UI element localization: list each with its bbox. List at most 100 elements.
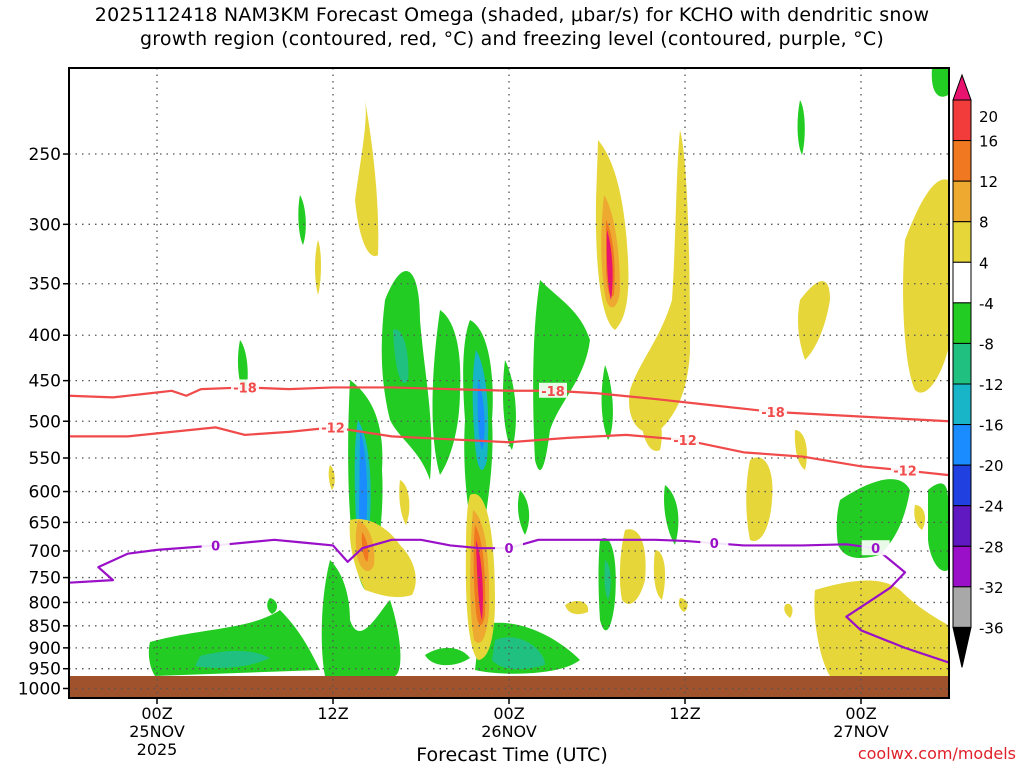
isotherm-line bbox=[69, 426, 950, 477]
y-tick-label: 450 bbox=[29, 372, 61, 392]
omega-sinking-small-a bbox=[565, 600, 589, 615]
y-tick-label: 350 bbox=[29, 275, 61, 295]
colorbar-label: -24 bbox=[979, 498, 1004, 516]
omega-rising-mid-left bbox=[321, 560, 401, 676]
isotherm-label-bg bbox=[671, 432, 699, 448]
colorbar-segment bbox=[952, 505, 972, 547]
omega-sinking-lower-right-2 bbox=[914, 505, 926, 530]
omega-rising-tower-h-core bbox=[604, 560, 611, 600]
y-tick-label: 950 bbox=[29, 660, 61, 680]
isotherm-label-bg bbox=[201, 537, 230, 553]
chart-title-line1: 2025112418 NAM3KM Forecast Omega (shaded… bbox=[94, 4, 930, 26]
y-tick-label: 700 bbox=[29, 542, 61, 562]
colorbar-segment bbox=[952, 424, 972, 466]
omega-sinking-upper-right bbox=[629, 130, 690, 433]
isotherm-label-bg bbox=[319, 419, 347, 435]
omega-rising-low-left-core bbox=[195, 650, 270, 668]
omega-rising-tower-b-core bbox=[393, 329, 409, 383]
isotherm-label-bg bbox=[231, 379, 259, 395]
colorbar-segment bbox=[952, 545, 972, 588]
omega-sinking-core-1-20 bbox=[476, 540, 483, 620]
isotherm-label-bg bbox=[891, 462, 919, 478]
isotherm-label: 0 bbox=[211, 539, 220, 554]
y-tick-label: 250 bbox=[29, 145, 61, 165]
colorbar-top-arrow bbox=[952, 73, 972, 101]
omega-rising-tower-e bbox=[502, 360, 516, 450]
y-tick-label: 900 bbox=[29, 639, 61, 659]
omega-sinking-mid-2 bbox=[399, 480, 410, 525]
colorbar-label: 4 bbox=[979, 254, 989, 272]
isotherm-label-bg bbox=[759, 403, 787, 419]
omega-rising-small-2 bbox=[298, 195, 306, 245]
omega-rising-low-left bbox=[148, 610, 320, 676]
colorbar-segment bbox=[952, 140, 972, 182]
colorbar-bottom-arrow bbox=[952, 626, 972, 668]
omega-sinking-peak-2-20 bbox=[606, 230, 613, 300]
credit-text: coolwx.com/models bbox=[857, 744, 1016, 763]
x-tick-date: 27NOV bbox=[833, 722, 889, 741]
x-tick-label: 00Z bbox=[141, 704, 172, 723]
colorbar-label: -28 bbox=[979, 538, 1004, 556]
x-tick-year: 2025 bbox=[137, 740, 178, 759]
colorbar-segment bbox=[952, 180, 972, 223]
y-tick-label: 750 bbox=[29, 569, 61, 589]
colorbar-label: 8 bbox=[979, 214, 989, 232]
omega-rising-tower-d-peak bbox=[477, 380, 485, 450]
isotherm-label: -12 bbox=[893, 464, 917, 479]
isotherm-label: -12 bbox=[321, 421, 345, 436]
omega-rising-tower-f bbox=[533, 280, 590, 470]
y-tick-label: 500 bbox=[29, 412, 61, 432]
colorbar-segment bbox=[952, 302, 972, 344]
colorbar-label: 12 bbox=[979, 173, 998, 191]
omega-rising-low-small bbox=[425, 647, 470, 666]
grid bbox=[69, 68, 949, 698]
colorbar-label: -36 bbox=[979, 619, 1004, 637]
isotherm-label: 0 bbox=[504, 542, 513, 557]
omega-shading bbox=[148, 68, 948, 676]
colorbar-label: -32 bbox=[979, 579, 1004, 597]
x-tick-date: 25NOV bbox=[129, 722, 185, 741]
omega-rising-small-4 bbox=[664, 485, 679, 545]
colorbar-segment bbox=[952, 383, 972, 426]
omega-rising-tower-c bbox=[432, 310, 461, 475]
isotherm-label: -18 bbox=[541, 385, 565, 400]
omega-sinking-mid-b bbox=[619, 529, 646, 604]
colorbar-segment bbox=[952, 342, 972, 385]
x-tick-label: 12Z bbox=[317, 704, 348, 723]
y-tick-label: 850 bbox=[29, 617, 61, 637]
omega-sinking-right-mid-2 bbox=[794, 430, 807, 470]
isotherm-label: -18 bbox=[761, 406, 785, 421]
y-tick-label: 1000 bbox=[18, 679, 61, 699]
isotherm-label: 0 bbox=[871, 542, 880, 557]
omega-sinking-small-1 bbox=[315, 240, 321, 295]
y-tick-label: 400 bbox=[29, 326, 61, 346]
colorbar-segment bbox=[952, 261, 972, 304]
colorbar-label: -20 bbox=[979, 457, 1004, 475]
omega-sinking-right-upper bbox=[797, 281, 830, 360]
omega-rising-small-3 bbox=[517, 490, 530, 535]
omega-sinking-mid-c bbox=[653, 550, 666, 600]
omega-rising-right bbox=[836, 479, 910, 558]
colorbar-label: -12 bbox=[979, 376, 1004, 394]
isotherm-lines: -18 -18 -18 -12 -12 -12 0 0 0 0 bbox=[68, 379, 950, 664]
colorbar-segment bbox=[952, 99, 972, 142]
omega-sinking-mid-3 bbox=[328, 465, 335, 490]
colorbar-label: -16 bbox=[979, 417, 1004, 435]
omega-sinking-tall-1 bbox=[355, 100, 379, 257]
omega-sinking-small-c bbox=[784, 603, 793, 618]
omega-sinking-small-b bbox=[678, 598, 688, 612]
isotherm-label: 0 bbox=[710, 537, 719, 552]
isotherm-label-bg bbox=[539, 382, 567, 398]
omega-rising-small-5 bbox=[797, 100, 805, 155]
x-tick-date: 26NOV bbox=[481, 722, 537, 741]
x-tick-label: 00Z bbox=[845, 704, 876, 723]
isotherm-label-bg bbox=[700, 535, 729, 551]
colorbar-segment bbox=[952, 221, 972, 263]
colorbar-label: 20 bbox=[979, 108, 998, 126]
omega-rising-tower-g bbox=[601, 365, 613, 440]
colorbar-label: 16 bbox=[979, 133, 998, 151]
x-tick-label: 12Z bbox=[669, 704, 700, 723]
y-axis: 2503003504004505005506006507007508008509… bbox=[18, 145, 69, 699]
omega-rising-small-6 bbox=[931, 68, 948, 97]
y-tick-label: 650 bbox=[29, 513, 61, 533]
